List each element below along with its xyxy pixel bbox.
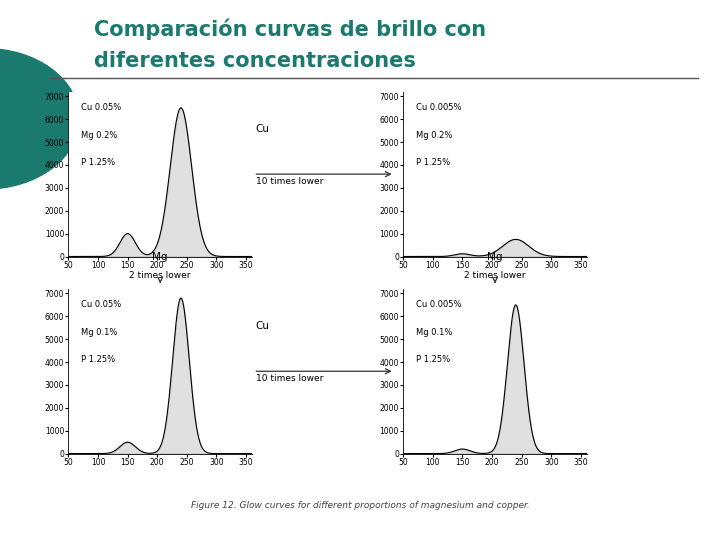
Text: Cu 0.005%: Cu 0.005% bbox=[416, 300, 462, 309]
Text: diferentes concentraciones: diferentes concentraciones bbox=[94, 51, 415, 71]
Text: Comparación curvas de brillo con: Comparación curvas de brillo con bbox=[94, 19, 486, 40]
Text: P 1.25%: P 1.25% bbox=[81, 355, 115, 364]
Text: Mg: Mg bbox=[487, 252, 503, 262]
Text: P 1.25%: P 1.25% bbox=[81, 158, 115, 167]
Text: P 1.25%: P 1.25% bbox=[416, 355, 450, 364]
Text: Cu 0.05%: Cu 0.05% bbox=[81, 103, 122, 112]
Text: Cu 0.005%: Cu 0.005% bbox=[416, 103, 462, 112]
Text: Cu 0.05%: Cu 0.05% bbox=[81, 300, 122, 309]
Text: 10 times lower: 10 times lower bbox=[256, 374, 323, 383]
Text: Cu: Cu bbox=[256, 321, 269, 331]
Text: Mg 0.2%: Mg 0.2% bbox=[416, 131, 452, 140]
Text: Cu: Cu bbox=[256, 124, 269, 134]
Text: P 1.25%: P 1.25% bbox=[416, 158, 450, 167]
Text: Mg 0.1%: Mg 0.1% bbox=[416, 328, 452, 338]
Text: Mg: Mg bbox=[153, 252, 168, 262]
Text: 10 times lower: 10 times lower bbox=[256, 177, 323, 186]
Text: 2 times lower: 2 times lower bbox=[464, 271, 526, 280]
Text: 2 times lower: 2 times lower bbox=[130, 271, 191, 280]
Text: Figure 12. Glow curves for different proportions of magnesium and copper.: Figure 12. Glow curves for different pro… bbox=[191, 501, 529, 510]
Text: Mg 0.2%: Mg 0.2% bbox=[81, 131, 117, 140]
Text: Mg 0.1%: Mg 0.1% bbox=[81, 328, 117, 338]
